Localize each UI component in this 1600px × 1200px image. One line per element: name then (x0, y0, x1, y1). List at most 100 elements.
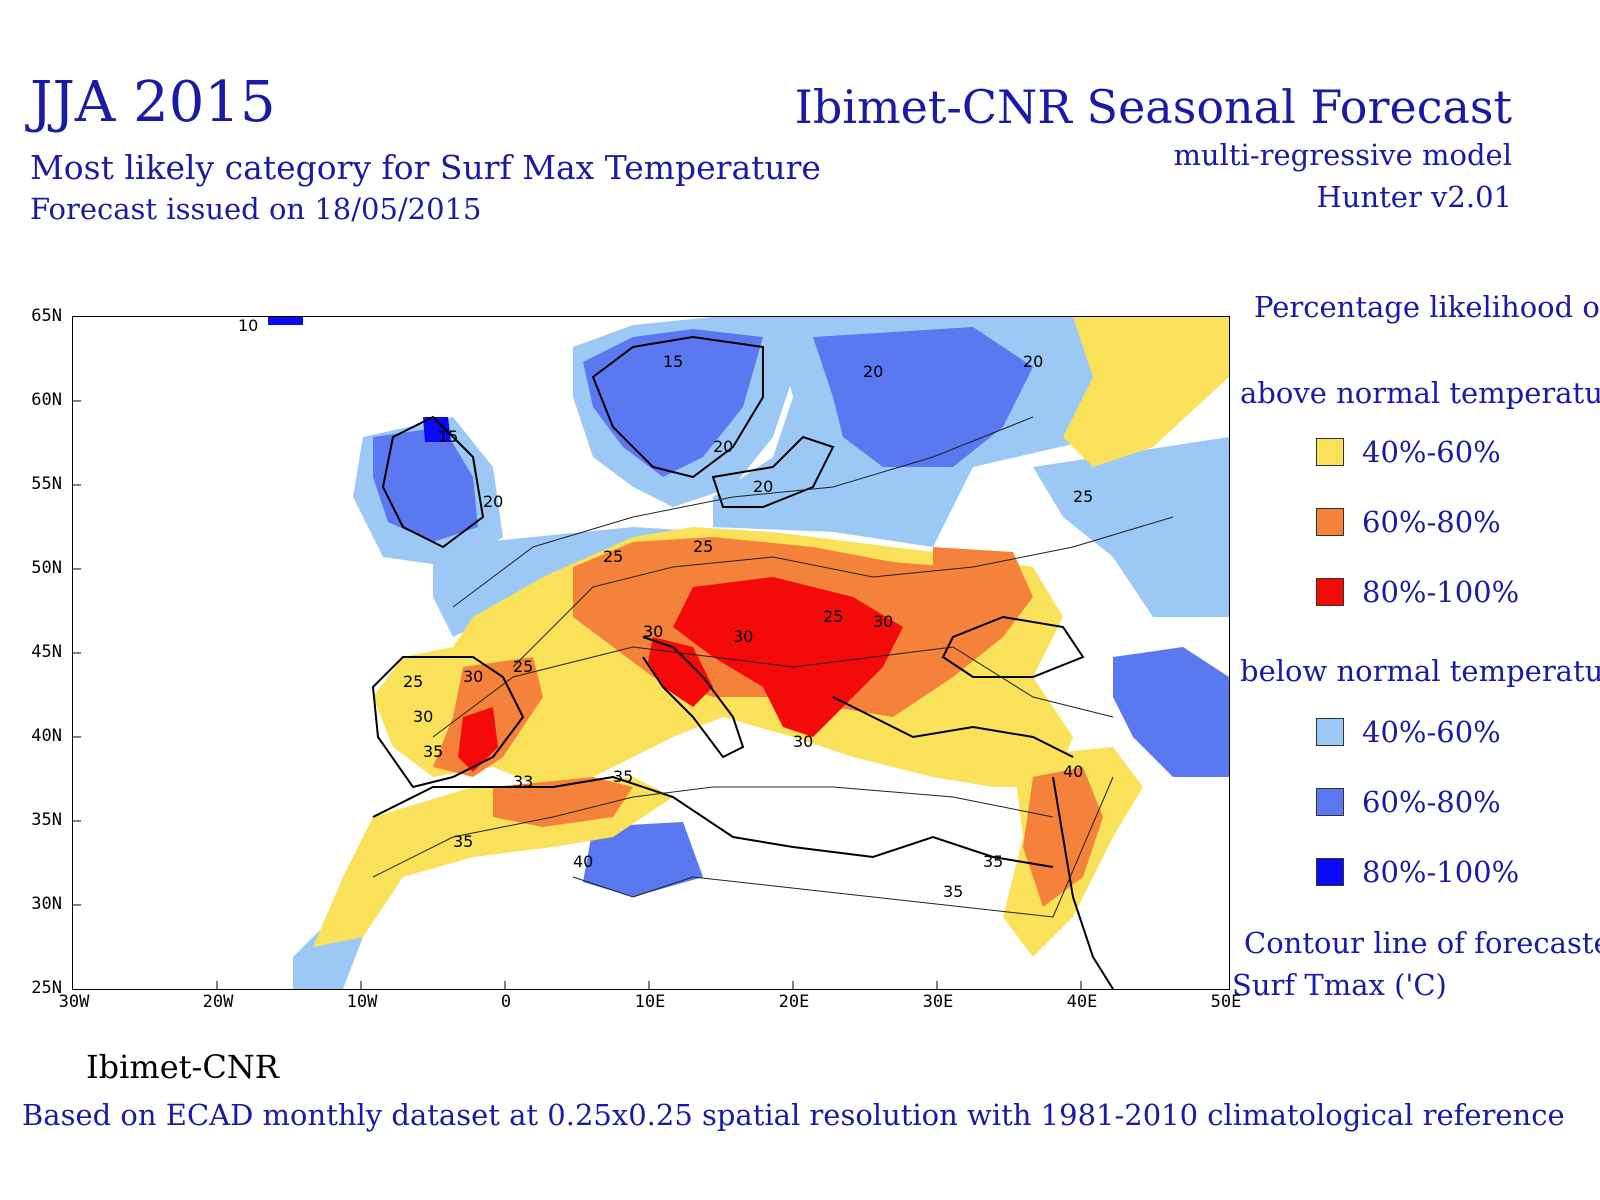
legend-swatch (1316, 578, 1344, 606)
contour-label: 35 (983, 852, 1003, 871)
region-iceland-dark (268, 317, 303, 325)
forecast-subtitle: Most likely category for Surf Max Temper… (30, 148, 821, 187)
graticule-ticks (73, 400, 1082, 989)
coastline-greece-turkey (832, 696, 1074, 758)
lat-label-35n: 35N (31, 810, 62, 830)
credit-label: Ibimet-CNR (86, 1048, 279, 1086)
contour-label: 35 (613, 767, 633, 786)
coastlines (371, 335, 1114, 989)
legend-swatch (1316, 788, 1344, 816)
lat-label-45n: 45N (31, 642, 62, 662)
legend-item-above-80-100: 80%-100% (1316, 575, 1520, 609)
region-north-africa-orange (493, 777, 633, 827)
legend-item-below-80-100: 80%-100% (1316, 855, 1520, 889)
legend-item-label: 60%-80% (1362, 505, 1501, 539)
legend-below-heading: below normal temperature (1240, 654, 1600, 688)
contour-label: 20 (713, 437, 733, 456)
legend-swatch (1316, 438, 1344, 466)
coastline-scandinavia (591, 335, 764, 479)
legend-item-label: 60%-80% (1362, 785, 1501, 819)
lon-label-40e: 40E (1066, 992, 1098, 1012)
model-name: multi-regressive model (1173, 138, 1512, 172)
region-balkans-red (673, 577, 903, 737)
contour-label: 30 (643, 622, 663, 641)
contour-label: 20 (483, 492, 503, 511)
contour-label: 25 (1073, 487, 1093, 506)
legend-swatch (1316, 718, 1344, 746)
contour-label: 40 (1063, 762, 1083, 781)
lat-label-40n: 40N (31, 726, 62, 746)
coastline-north-africa (372, 775, 1054, 868)
coastline-baltic (711, 435, 835, 508)
lon-label-50e: 50E (1210, 992, 1242, 1012)
contour-label: 25 (403, 672, 423, 691)
region-libya-mid (583, 822, 703, 897)
lat-label-30n: 30N (31, 894, 62, 914)
contour-label: 35 (453, 832, 473, 851)
lon-label-20w: 20W (202, 992, 234, 1012)
contour-label: 25 (693, 537, 713, 556)
legend-heading: Percentage likelihood of: (1254, 290, 1600, 324)
legend-item-below-40-60: 40%-60% (1316, 715, 1501, 749)
contour-label: 30 (413, 707, 433, 726)
forecast-map: 10 15 15 20 20 20 20 20 25 25 25 25 25 2… (72, 316, 1230, 990)
legend-item-label: 80%-100% (1362, 855, 1520, 889)
contour-35 (372, 786, 1054, 878)
legend-above-heading: above normal temperature (1240, 376, 1600, 410)
lat-label-65n: 65N (31, 306, 62, 326)
legend-contour-heading: Contour line of forecasted (1244, 926, 1600, 960)
region-scandinavia-mid-blue (583, 329, 763, 477)
legend-item-above-60-80: 60%-80% (1316, 505, 1501, 539)
contour-20 (452, 416, 1034, 608)
contour-30 (432, 646, 1114, 738)
legend-swatch (1316, 858, 1344, 886)
contour-label: 33 (513, 772, 533, 791)
lat-label-50n: 50N (31, 558, 62, 578)
region-spain-red (458, 707, 498, 772)
region-ukraine-orange (933, 547, 1033, 627)
lat-label-55n: 55N (31, 474, 62, 494)
lon-label-0: 0 (500, 992, 512, 1012)
legend-item-above-40-60: 40%-60% (1316, 435, 1501, 469)
region-british-isles-mid (373, 427, 478, 542)
contour-25 (512, 516, 1174, 668)
coastline-black-sea (941, 615, 1085, 678)
lat-label-25n: 25N (31, 978, 62, 998)
contour-label: 20 (863, 362, 883, 381)
contour-label: 40 (573, 852, 593, 871)
legend-item-below-60-80: 60%-80% (1316, 785, 1501, 819)
contour-label: 30 (873, 612, 893, 631)
model-version: Hunter v2.01 (1316, 180, 1513, 214)
contour-label: 30 (463, 667, 483, 686)
contour-label: 20 (753, 477, 773, 496)
region-british-isles-dark (423, 417, 451, 442)
region-russia-mid-blue (813, 327, 1033, 467)
coastline-british-isles (381, 415, 485, 549)
contour-lines (372, 416, 1174, 918)
lat-label-60n: 60N (31, 390, 62, 410)
lon-label-20e: 20E (778, 992, 810, 1012)
issue-date: Forecast issued on 18/05/2015 (30, 192, 482, 226)
contour-label: 30 (733, 627, 753, 646)
contour-label: 35 (943, 882, 963, 901)
region-east-light (1033, 437, 1229, 617)
legend-swatch (1316, 508, 1344, 536)
contour-label: 15 (438, 427, 458, 446)
coastline-italy (642, 636, 745, 759)
contour-label: 25 (823, 607, 843, 626)
legend-item-label: 40%-60% (1362, 715, 1501, 749)
coastline-levant (1052, 776, 1114, 989)
contour-label: 25 (513, 657, 533, 676)
region-caucasus-mid (1113, 647, 1229, 777)
legend-item-label: 40%-60% (1362, 435, 1501, 469)
contour-label: 35 (423, 742, 443, 761)
contour-40 (572, 776, 1114, 918)
contour-label: 15 (663, 352, 683, 371)
legend-item-label: 80%-100% (1362, 575, 1520, 609)
legend-contour-units: Surf Tmax ('C) (1232, 968, 1447, 1002)
lon-label-30w: 30W (58, 992, 90, 1012)
lon-label-30e: 30E (922, 992, 954, 1012)
contour-label: 25 (603, 547, 623, 566)
region-northeast-yellow (1063, 317, 1229, 467)
contour-label: 10 (238, 317, 258, 335)
